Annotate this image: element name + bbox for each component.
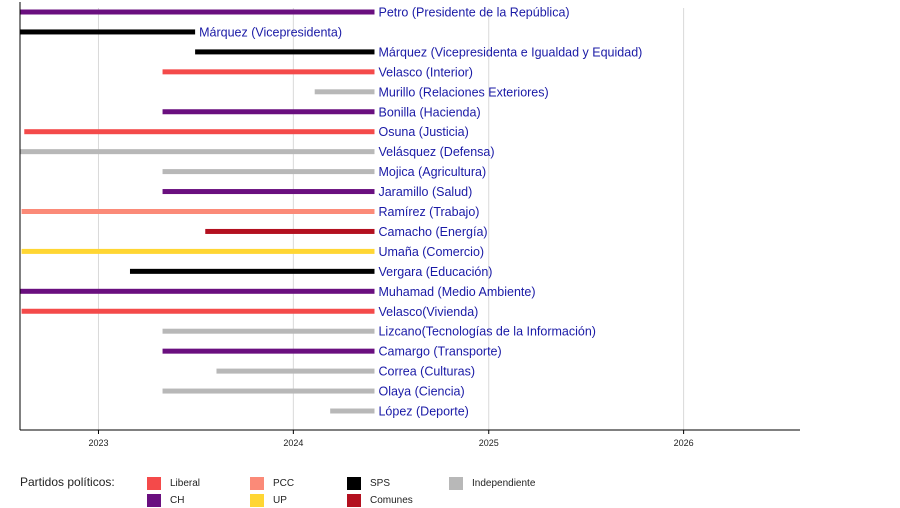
legend-item: Liberal [147,475,200,491]
term-label: Umaña (Comercio) [378,245,484,259]
row-labels-layer: Petro (Presidente de la República) Márque… [199,6,642,419]
term-label: Mojica (Agricultura) [378,165,486,179]
legend-item: Comunes [347,492,413,508]
term-label: Camacho (Energía) [378,225,487,239]
term-bar [162,388,375,394]
term-bar [20,288,375,294]
term-bar [162,189,375,195]
term-bar [162,69,375,75]
term-label: Correa (Culturas) [378,365,475,379]
term-bar [314,89,375,95]
term-bar [330,408,375,414]
term-bar [162,109,375,115]
legend-item: Independiente [449,475,535,491]
legend-item: PCC [250,475,294,491]
legend-swatch [347,476,361,490]
term-label: Velasco (Interior) [378,65,472,79]
term-label: Murillo (Relaciones Exteriores) [378,85,548,99]
legend-swatch [347,493,361,507]
term-label: Ramírez (Trabajo) [378,205,479,219]
grid-layer [97,8,685,430]
legend-swatch [250,476,264,490]
term-bar [129,268,375,274]
legend-label: SPS [370,477,391,489]
term-label: Camargo (Transporte) [378,345,501,359]
legend-label: Comunes [370,494,413,506]
legend: Partidos políticos: Liberal CH PCC UP SPS Com… [20,474,580,508]
term-bar [21,248,375,254]
legend-label: PCC [273,477,295,489]
term-bar [162,348,375,354]
term-label: Muhamad (Medio Ambiente) [378,285,535,299]
legend-item: UP [250,492,287,508]
bars-layer [20,9,375,414]
term-label: Petro (Presidente de la República) [378,6,569,20]
term-label: López (Deporte) [378,405,468,419]
legend-swatch [449,476,463,490]
term-label: Vergara (Educación) [378,265,492,279]
term-label: Jaramillo (Salud) [378,185,472,199]
term-label: Bonilla (Hacienda) [378,105,480,119]
term-bar [195,49,375,55]
term-label: Velasco(Vivienda) [378,305,478,319]
term-bar [162,169,375,175]
term-bar [20,29,196,35]
x-tick-label: 2025 [479,438,499,448]
term-bar [24,129,375,135]
term-label: Lizcano(Tecnologías de la Información) [378,325,595,339]
legend-swatch [147,493,161,507]
term-bar [21,209,375,214]
x-tick-label: 2024 [283,438,303,448]
term-label: Olaya (Ciencia) [378,385,464,399]
legend-swatch [250,493,264,507]
term-label: Osuna (Justicia) [378,125,468,139]
term-label: Velásquez (Defensa) [378,145,494,159]
legend-label: Independiente [472,477,536,489]
term-bar [21,308,375,314]
x-tick-label: 2023 [88,438,108,448]
x-tick-label: 2026 [674,438,694,448]
term-bar [20,149,375,155]
term-bar [216,368,375,374]
term-label: Márquez (Vicepresidenta e Igualdad y Equ… [378,45,642,59]
term-bar [205,228,375,234]
legend-item: SPS [347,475,390,491]
legend-label: Liberal [170,477,201,489]
legend-label: UP [273,494,287,506]
legend-label: CH [170,494,185,506]
term-label: Márquez (Vicepresidenta) [199,25,342,39]
legend-swatch [147,476,161,490]
legend-title: Partidos políticos: [20,475,115,489]
legend-item: CH [147,492,184,508]
x-axis: 2023 2024 2025 2026 [19,2,800,448]
term-bar [162,328,375,334]
term-bar [20,9,375,15]
